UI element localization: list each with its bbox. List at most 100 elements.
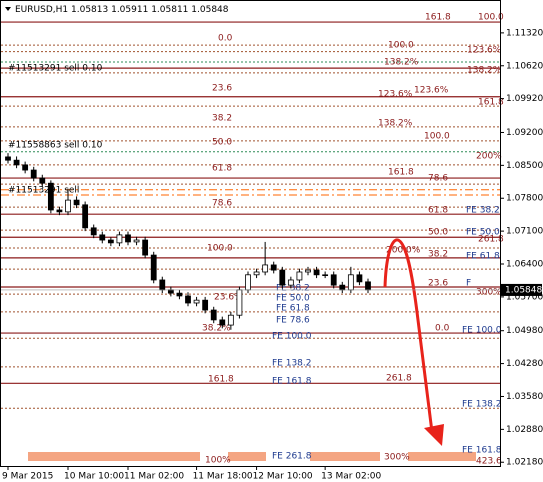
level-label: 38.2% [202,323,231,333]
candle-body [90,227,97,236]
level-label: #11513291 sell [8,185,79,195]
candle-body [65,199,71,213]
zone [28,452,200,461]
candle-body [13,159,20,166]
level-label: 161.8 [478,97,504,107]
high: 1.05911 [111,5,148,15]
level-label: FE 161.8 [462,446,502,456]
candle-body [142,239,149,256]
open: 1.05813 [71,5,108,15]
candle-body [253,271,260,276]
y-tick-label: 1.09200 [506,128,543,138]
forecast-arrow [383,238,434,433]
candle-body [356,274,363,283]
level-label: 0.0 [218,34,233,44]
level-label: 161.8 [388,167,414,177]
level-label: 261.8 [386,374,412,384]
x-tick-label: 11 Mar 18:00 [193,472,253,482]
levels [1,21,500,409]
price-tag [501,283,542,296]
y-tick-label: 1.10620 [506,61,543,71]
y-tick-label: 1.05700 [506,292,543,302]
level-label: FE 100.0 [272,331,312,341]
y-tick-label: 1.09920 [506,94,543,104]
candle-body [99,234,106,241]
x-tick-label: 11 Mar 02:00 [124,472,184,482]
level-label: FE 61.8 [276,304,310,314]
low: 1.05811 [151,5,188,15]
header: EURUSD,H1 1.05813 1.05911 1.05811 1.0584… [15,5,229,15]
level-label: FE 38.2 [466,205,500,215]
candle-body [47,182,54,211]
level-label: 50.0 [428,228,448,238]
level-label: 0.0 [435,323,450,333]
level-label: 138.2% [378,119,413,129]
y-tick-label: 1.03580 [506,392,543,402]
x-tick-label: 13 Mar 02:00 [321,472,381,482]
level-label: FE 261.8 [272,452,312,462]
level-label: 123.6% [414,86,449,96]
y-tick-label: 1.02180 [506,458,543,468]
plot-frame [0,0,501,467]
level-label: 161.8 [208,375,234,385]
level-label: 261.8 [478,235,504,245]
candle-body [56,209,63,213]
y-tick-label: 1.07100 [506,227,543,237]
y-tick-label: 1.04280 [506,359,543,369]
level-label: FE 61.8 [466,252,500,262]
level-label: FE 161.8 [272,376,312,386]
level-label: 200% [476,151,502,161]
arrow-head [424,424,444,446]
level-label: 38.2 [212,113,232,123]
level-label: 138.2% [384,58,419,68]
level-label: 100.0 [207,244,233,254]
candle-body [262,264,269,273]
level-label: 300% [476,288,502,298]
level-label: 61.8 [212,164,232,174]
candle-body [219,319,226,326]
y-tick-label: 1.06400 [506,260,543,270]
candle-body [125,234,131,243]
level-label: FE 138.2 [462,399,502,409]
target-zone [28,452,476,461]
candle-body [30,169,37,179]
level-label: 100.0 [388,41,414,51]
candle-body [193,299,200,304]
candle-body [210,309,217,321]
level-label: 200.0% [386,245,421,255]
x-tick-label: 10 Mar 10:00 [64,472,124,482]
level-label: 23.6 [212,83,232,93]
candle-body [270,264,277,271]
level-label: FE 78.6 [276,315,310,325]
level-label: 50.0 [212,137,232,147]
x-tick-label: 9 Mar 2015 [2,472,53,482]
y-tick-label: 1.02880 [506,425,543,435]
level-label: 78.6 [212,198,232,208]
level-label: 138.2% [467,65,502,75]
candle-body [330,274,337,286]
level-label: 161.8 [425,12,451,22]
candle-body [347,274,354,291]
candle-body [39,177,46,184]
annotations: 161.8 100.0 0.0 100.0 123.6% #11513291 sell 0… [8,12,504,466]
level-label: 38.2 [428,250,448,260]
candle-body [365,281,371,291]
level-label: FE 38.2 [276,283,310,293]
candle-body [73,199,80,206]
candle-body [167,289,174,294]
candle-body [159,279,166,291]
candle-body [116,234,123,244]
candle-body [322,274,329,277]
level-label: 423.6 [476,456,502,466]
close: 1.05848 [191,5,228,15]
candle-body [245,274,251,291]
level-label: 23.6% [214,292,243,302]
candle-body [150,254,157,281]
candle-body [305,269,311,273]
candle-body [202,299,209,311]
y-tick-label: 1.11320 [506,28,543,38]
candle-body [339,284,346,291]
level-label: 100.0 [478,12,504,22]
